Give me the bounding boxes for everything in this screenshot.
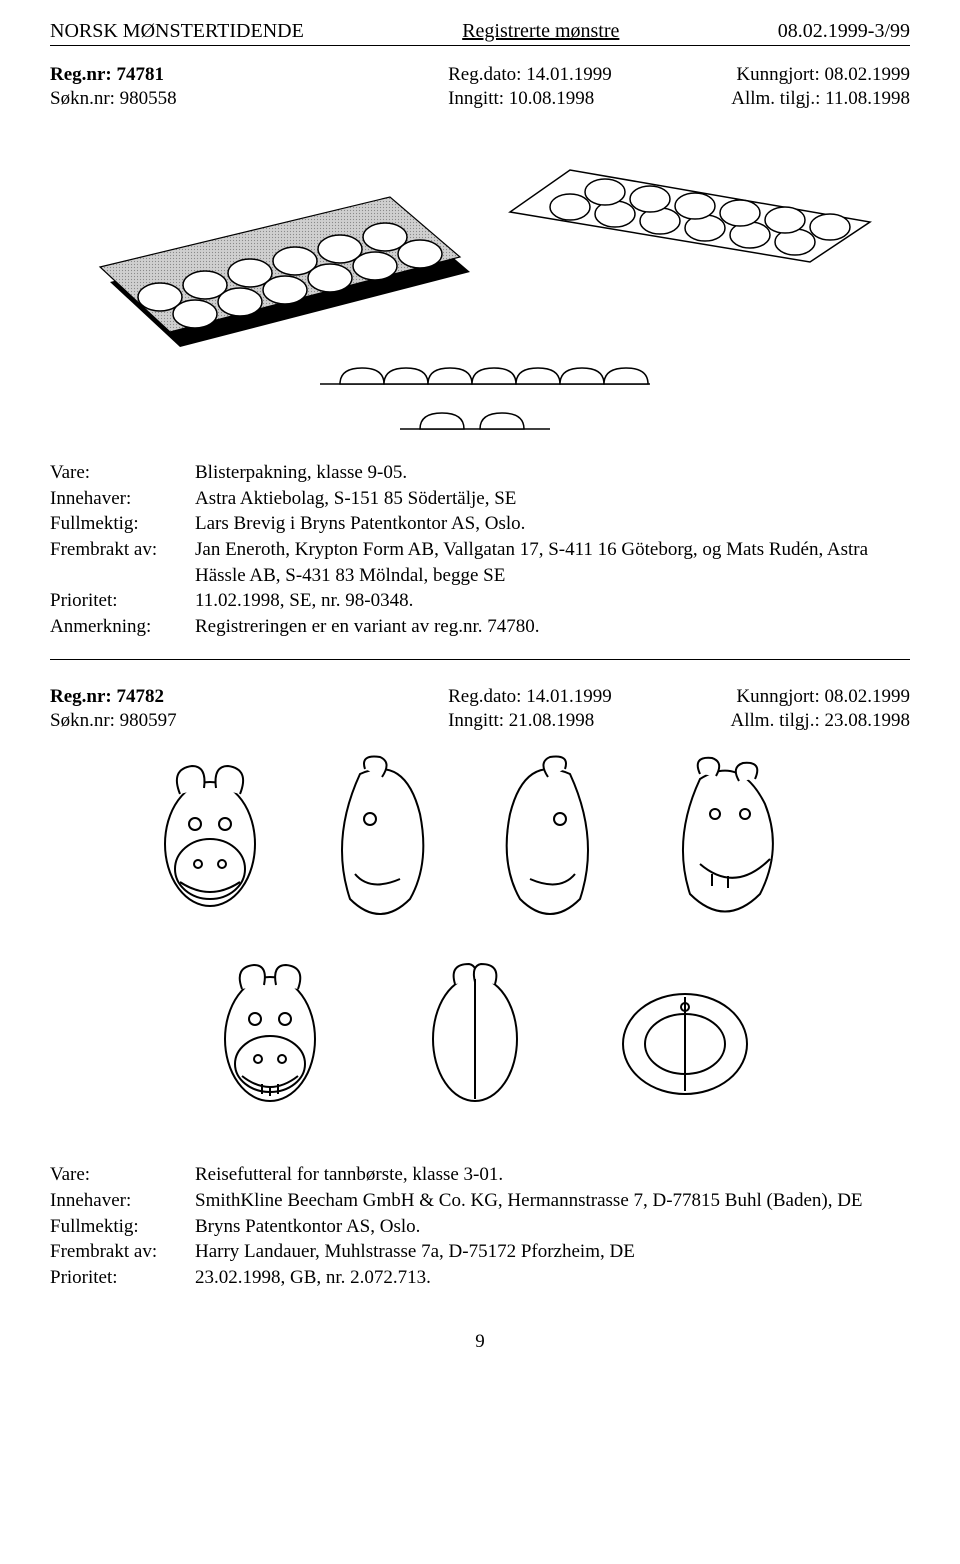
entry1-allm: Allm. tilgj.: 11.08.1998 <box>626 88 910 110</box>
value: Reisefutteral for tannbørste, klasse 3-0… <box>195 1162 910 1188</box>
entry1-regnr: Reg.nr: 74781 <box>50 64 334 86</box>
entry1-kunngjort: Kunngjort: 08.02.1999 <box>626 64 910 86</box>
entry2-details: Vare:Reisefutteral for tannbørste, klass… <box>50 1162 910 1290</box>
label: Fullmektig: <box>50 511 195 537</box>
value: Harry Landauer, Muhlstrasse 7a, D-75172 … <box>195 1239 910 1265</box>
entry2-soknnr: Søkn.nr: 980597 <box>50 710 334 732</box>
entry1-regrow: Reg.nr: 74781 Reg.dato: 14.01.1999 Kunng… <box>50 64 910 86</box>
entry2-kunngjort: Kunngjort: 08.02.1999 <box>626 686 910 708</box>
value: Lars Brevig i Bryns Patentkontor AS, Osl… <box>195 511 910 537</box>
label: Frembrakt av: <box>50 537 195 588</box>
label: Innehaver: <box>50 1188 195 1214</box>
entry-separator <box>50 659 910 660</box>
entry2-regrow: Reg.nr: 74782 Reg.dato: 14.01.1999 Kunng… <box>50 686 910 708</box>
entry2-regnr: Reg.nr: 74782 <box>50 686 334 708</box>
entry1-soknrow: Søkn.nr: 980558 Inngitt: 10.08.1998 Allm… <box>50 88 910 110</box>
hippo-case-icon <box>100 744 860 1144</box>
entry1-figure <box>50 122 910 442</box>
label: Prioritet: <box>50 588 195 614</box>
value: Blisterpakning, klasse 9-05. <box>195 460 910 486</box>
label: Prioritet: <box>50 1265 195 1291</box>
label: Innehaver: <box>50 486 195 512</box>
value: Astra Aktiebolag, S-151 85 Södertälje, S… <box>195 486 910 512</box>
label: Vare: <box>50 1162 195 1188</box>
header-center: Registrerte mønstre <box>462 20 619 43</box>
page-header: NORSK MØNSTERTIDENDE Registrerte mønstre… <box>50 20 910 46</box>
value: SmithKline Beecham GmbH & Co. KG, Herman… <box>195 1188 910 1214</box>
entry2-figure <box>50 744 910 1144</box>
entry1-details: Vare:Blisterpakning, klasse 9-05. Inneha… <box>50 460 910 639</box>
entry1-soknnr: Søkn.nr: 980558 <box>50 88 334 110</box>
label: Anmerkning: <box>50 614 195 640</box>
entry1-inngitt: Inngitt: 10.08.1998 <box>338 88 622 110</box>
entry2-soknrow: Søkn.nr: 980597 Inngitt: 21.08.1998 Allm… <box>50 710 910 732</box>
value: Registreringen er en variant av reg.nr. … <box>195 614 910 640</box>
blister-pack-icon <box>70 122 890 442</box>
label: Fullmektig: <box>50 1214 195 1240</box>
value: 23.02.1998, GB, nr. 2.072.713. <box>195 1265 910 1291</box>
label: Frembrakt av: <box>50 1239 195 1265</box>
value: Bryns Patentkontor AS, Oslo. <box>195 1214 910 1240</box>
header-left: NORSK MØNSTERTIDENDE <box>50 20 304 43</box>
value: Jan Eneroth, Krypton Form AB, Vallgatan … <box>195 537 910 588</box>
entry2-allm: Allm. tilgj.: 23.08.1998 <box>626 710 910 732</box>
value: 11.02.1998, SE, nr. 98-0348. <box>195 588 910 614</box>
entry2-inngitt: Inngitt: 21.08.1998 <box>338 710 622 732</box>
entry2-regdato: Reg.dato: 14.01.1999 <box>338 686 622 708</box>
page-number: 9 <box>50 1331 910 1353</box>
header-right: 08.02.1999-3/99 <box>778 20 910 43</box>
label: Vare: <box>50 460 195 486</box>
entry1-regdato: Reg.dato: 14.01.1999 <box>338 64 622 86</box>
